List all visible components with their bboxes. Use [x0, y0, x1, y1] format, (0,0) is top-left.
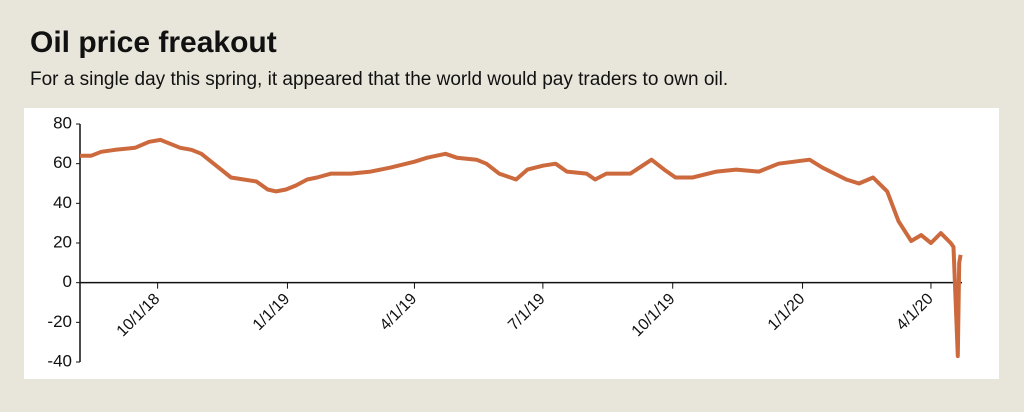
y-tick-label: -40 — [47, 351, 72, 370]
plot-panel — [24, 108, 999, 379]
y-tick-label: 80 — [53, 113, 72, 132]
chart-title: Oil price freakout — [30, 26, 277, 59]
y-tick-label: 60 — [53, 153, 72, 172]
chart-subtitle: For a single day this spring, it appeare… — [30, 69, 728, 90]
y-tick-label: 20 — [53, 232, 72, 251]
y-tick-label: -20 — [47, 312, 72, 331]
price-line — [80, 137, 963, 359]
y-tick-label: 40 — [53, 193, 72, 212]
y-tick-label: 0 — [63, 272, 72, 291]
